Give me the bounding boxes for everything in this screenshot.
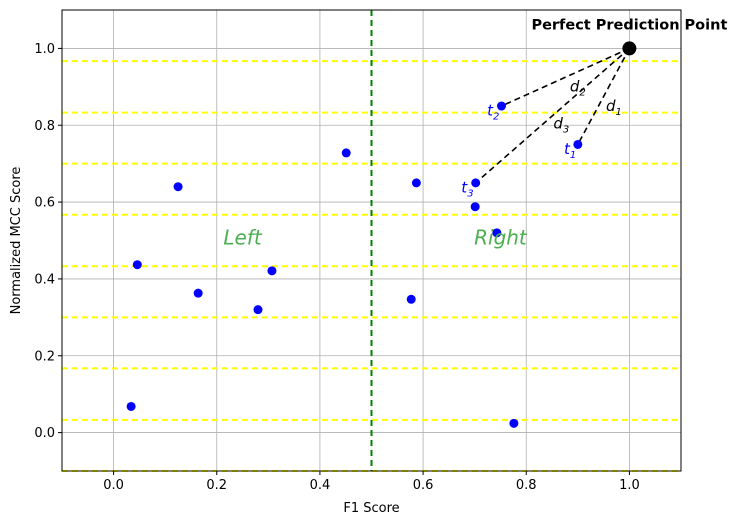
point-label-subscript: 1 [616,107,622,118]
data-point [267,266,277,276]
data-point [411,178,421,188]
x-tick-label: 0.2 [206,478,227,493]
point-label-subscript: 3 [467,188,473,199]
data-point [341,148,351,158]
data-point-t1 [573,139,583,149]
region-label-right: Right [474,225,528,249]
perfect-prediction-point [622,41,637,56]
point-label-d2: d2 [570,77,586,98]
data-point [470,202,480,212]
point-label-d3: d3 [553,114,569,135]
data-points [126,41,637,428]
y-tick-label: 0.6 [34,196,55,211]
point-label-subscript: 3 [563,124,569,135]
y-tick-label: 0.2 [34,349,55,364]
data-point [173,182,183,192]
y-tick-label: 1.0 [34,42,55,57]
plot-frame [61,9,682,472]
data-point [126,401,136,411]
x-axis-label: F1 Score [343,501,399,516]
y-axis-label: Normalized MCC Score [9,167,24,315]
point-label-subscript: 2 [579,87,585,98]
point-label-subscript: 2 [493,112,499,123]
x-tick-label: 0.8 [516,478,537,493]
data-point [492,228,502,238]
perfect-point-label: Perfect Prediction Point [531,17,727,33]
y-tick-label: 0.0 [34,426,55,441]
distance-line-d2 [501,47,630,107]
distance-line-d3 [475,47,630,184]
x-tick-label: 0.0 [103,478,124,493]
x-tick-label: 0.4 [310,478,331,493]
x-tick-label: 0.6 [413,478,434,493]
region-label-left: Left [223,225,262,249]
axis-ticks: 0.0 0.2 0.4 0.6 0.8 1.0 0.0 0.2 0.4 0.6 0.8 1.0 [34,42,639,493]
point-label-d1: d1 [606,97,622,118]
data-point [253,305,263,315]
y-tick-label: 0.8 [34,119,55,134]
point-label-subscript: 1 [570,150,576,161]
data-point [132,260,142,270]
data-point-t2 [496,101,506,111]
y-tick-label: 0.4 [34,272,55,287]
distance-lines [475,47,631,184]
x-tick-label: 1.0 [619,478,640,493]
distance-line-d1 [577,48,631,145]
data-point [406,294,416,304]
data-point [509,418,519,428]
data-point-t3 [471,178,481,188]
grid-layer [62,10,681,471]
data-point [193,288,203,298]
